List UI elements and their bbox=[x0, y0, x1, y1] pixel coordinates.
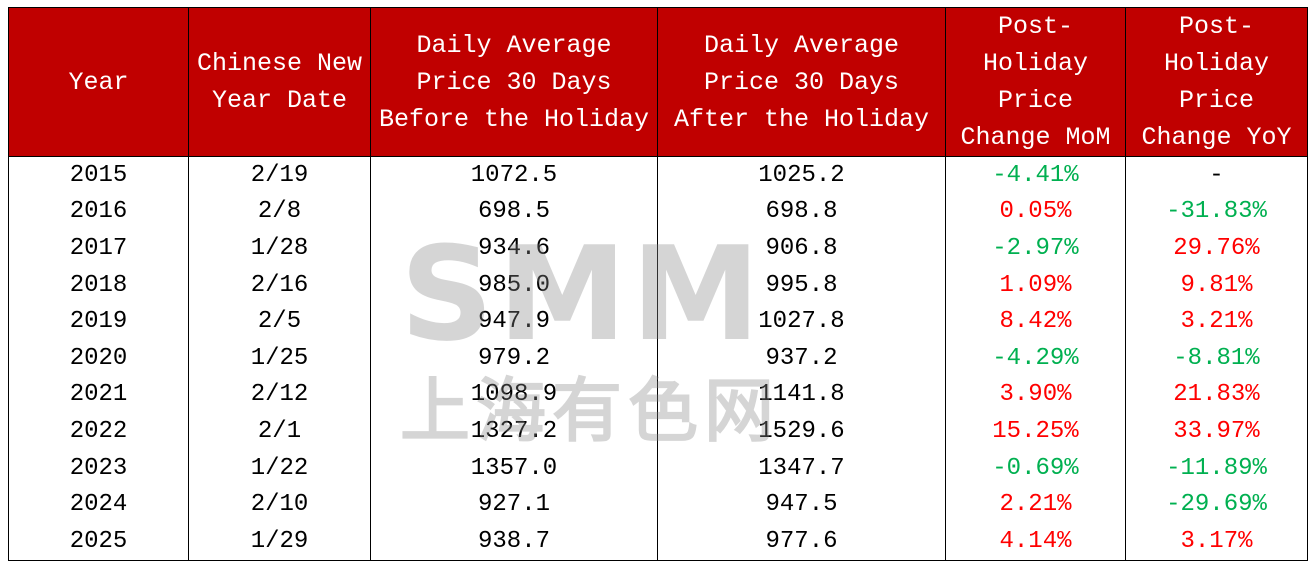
table-cell: 698.8 bbox=[657, 193, 946, 231]
table-row: 2022 2/1 1327.2 1529.6 15.25% 33.97% bbox=[8, 413, 1308, 450]
table-cell: 947.9 bbox=[370, 303, 658, 340]
table-cell: 2/19 bbox=[188, 156, 371, 194]
table-row: 2018 2/16 985.0 995.8 1.09% 9.81% bbox=[8, 266, 1308, 304]
table-cell: 1347.7 bbox=[657, 449, 946, 487]
table-cell: 927.1 bbox=[370, 486, 658, 523]
table-cell: 2/10 bbox=[188, 486, 371, 523]
table-cell: 2015 bbox=[8, 156, 189, 194]
table-cell: 2021 bbox=[8, 376, 189, 414]
table-cell: 1.09% bbox=[945, 266, 1126, 304]
table-cell: 979.2 bbox=[370, 339, 658, 377]
table-cell: -2.97% bbox=[945, 230, 1126, 267]
table-cell: 1072.5 bbox=[370, 156, 658, 194]
table-cell: 2/5 bbox=[188, 303, 371, 340]
table-cell: 1529.6 bbox=[657, 413, 946, 450]
table-row: 2019 2/5 947.9 1027.8 8.42% 3.21% bbox=[8, 303, 1308, 340]
table-cell: 15.25% bbox=[945, 413, 1126, 450]
table-cell: 2016 bbox=[8, 193, 189, 231]
table-cell: 21.83% bbox=[1125, 376, 1308, 414]
price-table: Year Chinese New Year Date Daily Average P… bbox=[8, 7, 1308, 561]
table-cell: 2019 bbox=[8, 303, 189, 340]
table-cell: 0.05% bbox=[945, 193, 1126, 231]
table-cell: 906.8 bbox=[657, 230, 946, 267]
table-cell: 29.76% bbox=[1125, 230, 1308, 267]
table-row: 2020 1/25 979.2 937.2 -4.29% -8.81% bbox=[8, 339, 1308, 377]
table-cell: 2/8 bbox=[188, 193, 371, 231]
table-cell: 2/1 bbox=[188, 413, 371, 450]
table-cell: 698.5 bbox=[370, 193, 658, 231]
table-cell: 1/25 bbox=[188, 339, 371, 377]
column-header: Post-Holiday Price Change YoY bbox=[1125, 7, 1308, 157]
table-row: 2024 2/10 927.1 947.5 2.21% -29.69% bbox=[8, 486, 1308, 523]
table-cell: 33.97% bbox=[1125, 413, 1308, 450]
table-cell: 1/28 bbox=[188, 230, 371, 267]
table-cell: 977.6 bbox=[657, 522, 946, 561]
column-header: Post-Holiday Price Change MoM bbox=[945, 7, 1126, 157]
table-cell: 1357.0 bbox=[370, 449, 658, 487]
table-row: 2017 1/28 934.6 906.8 -2.97% 29.76% bbox=[8, 230, 1308, 267]
table-cell: 995.8 bbox=[657, 266, 946, 304]
table-cell: 2018 bbox=[8, 266, 189, 304]
table-cell: 2024 bbox=[8, 486, 189, 523]
table-cell: 1027.8 bbox=[657, 303, 946, 340]
table-cell: 947.5 bbox=[657, 486, 946, 523]
table-cell: 2022 bbox=[8, 413, 189, 450]
table-row: 2025 1/29 938.7 977.6 4.14% 3.17% bbox=[8, 522, 1308, 561]
table-cell: 938.7 bbox=[370, 522, 658, 561]
table-cell: 985.0 bbox=[370, 266, 658, 304]
table-cell: 1141.8 bbox=[657, 376, 946, 414]
column-header: Chinese New Year Date bbox=[188, 7, 371, 157]
table-cell: 1327.2 bbox=[370, 413, 658, 450]
table-cell: 3.17% bbox=[1125, 522, 1308, 561]
table-cell: 2.21% bbox=[945, 486, 1126, 523]
table-row: 2023 1/22 1357.0 1347.7 -0.69% -11.89% bbox=[8, 449, 1308, 487]
table-cell: -8.81% bbox=[1125, 339, 1308, 377]
table-cell: 2/16 bbox=[188, 266, 371, 304]
table-cell: -31.83% bbox=[1125, 193, 1308, 231]
table-cell: 2020 bbox=[8, 339, 189, 377]
table-cell: 2/12 bbox=[188, 376, 371, 414]
table-cell: - bbox=[1125, 156, 1308, 194]
table-cell: 3.21% bbox=[1125, 303, 1308, 340]
table-cell: 2023 bbox=[8, 449, 189, 487]
table-cell: 8.42% bbox=[945, 303, 1126, 340]
table-cell: 2017 bbox=[8, 230, 189, 267]
table-cell: 937.2 bbox=[657, 339, 946, 377]
table-cell: -11.89% bbox=[1125, 449, 1308, 487]
column-header: Year bbox=[8, 7, 189, 157]
table-body: 2015 2/19 1072.5 1025.2 -4.41% -2016 2/8 698.5 6… bbox=[8, 156, 1308, 561]
table-row: 2016 2/8 698.5 698.8 0.05% -31.83% bbox=[8, 193, 1308, 231]
table-cell: -0.69% bbox=[945, 449, 1126, 487]
header-row: Year Chinese New Year Date Daily Average P… bbox=[8, 7, 1308, 157]
column-header: Daily Average Price 30 Days After the Ho… bbox=[657, 7, 946, 157]
table-cell: 1025.2 bbox=[657, 156, 946, 194]
table-cell: 4.14% bbox=[945, 522, 1126, 561]
table-cell: -4.41% bbox=[945, 156, 1126, 194]
table-cell: -29.69% bbox=[1125, 486, 1308, 523]
table-cell: -4.29% bbox=[945, 339, 1126, 377]
table-cell: 3.90% bbox=[945, 376, 1126, 414]
table-cell: 1/22 bbox=[188, 449, 371, 487]
table-cell: 1098.9 bbox=[370, 376, 658, 414]
table-cell: 2025 bbox=[8, 522, 189, 561]
table-row: 2021 2/12 1098.9 1141.8 3.90% 21.83% bbox=[8, 376, 1308, 414]
table-cell: 9.81% bbox=[1125, 266, 1308, 304]
column-header: Daily Average Price 30 Days Before the H… bbox=[370, 7, 658, 157]
table-cell: 1/29 bbox=[188, 522, 371, 561]
table-row: 2015 2/19 1072.5 1025.2 -4.41% - bbox=[8, 156, 1308, 194]
table-cell: 934.6 bbox=[370, 230, 658, 267]
